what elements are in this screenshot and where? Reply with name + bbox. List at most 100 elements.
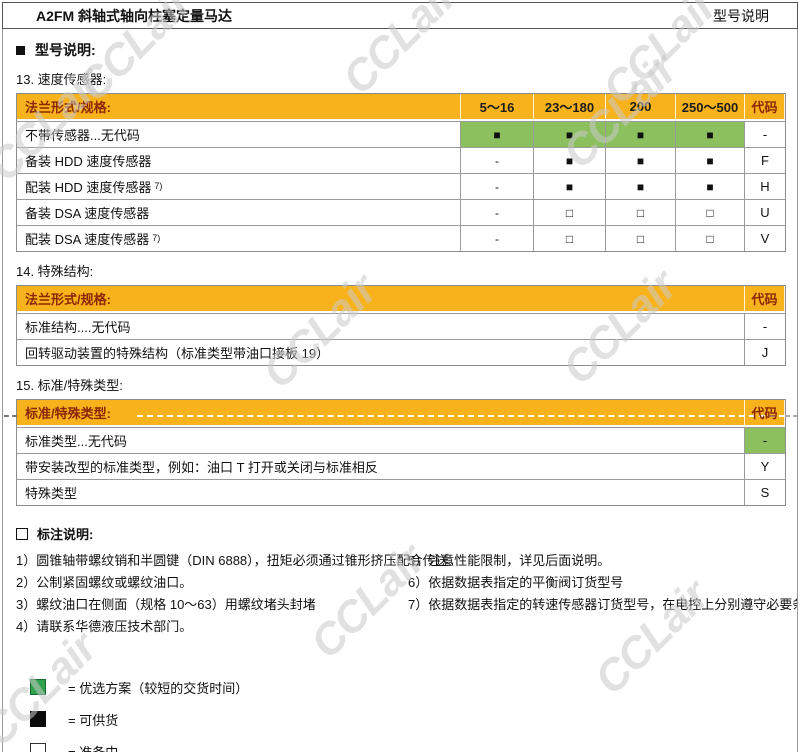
availability-cell: ■ <box>534 122 606 147</box>
footnote-ref: 7) <box>152 232 161 243</box>
row-label: 不带传感器...无代码 <box>25 128 140 143</box>
code-cell: S <box>760 485 770 500</box>
legend-symbol-slot <box>30 679 68 695</box>
header-cell: 代码 <box>745 94 785 119</box>
footnote: 2）公制紧固螺纹或螺纹油口。 <box>16 575 193 590</box>
availability-cell: - <box>461 174 534 199</box>
header-cell: 代码 <box>745 286 785 311</box>
availability-legend: = 优选方案（较短的交货时间） = 可供货 = 准备中 - = 无供货 <box>16 678 784 752</box>
code-cell: F <box>761 153 769 168</box>
table14-caption: 14. 特殊结构: <box>16 264 94 279</box>
special-design-table: 法兰形式/规格: 代码 标准结构....无代码 - 回转驱动装置的特殊结构（标准… <box>16 285 786 366</box>
availability-cell: □ <box>606 226 676 251</box>
row-label: 特殊类型 <box>25 486 78 501</box>
code-cell: H <box>760 179 770 194</box>
availability-cell: □ <box>534 200 606 225</box>
code-cell: U <box>760 205 770 220</box>
row-label: 标准类型...无代码 <box>25 434 127 449</box>
header-cell: 法兰形式/规格: <box>17 94 461 119</box>
table-row: 标准类型...无代码 - <box>17 427 785 453</box>
availability-cell: - <box>461 226 534 251</box>
availability-cell: □ <box>676 226 745 251</box>
code-cell: - <box>745 428 785 453</box>
footnote-ref: 7) <box>154 180 163 191</box>
white-square-icon <box>30 743 46 752</box>
footnote: 3）螺纹油口在侧面（规格 10～63）用螺纹堵头封堵 <box>16 597 316 612</box>
row-label-cell: 备装 HDD 速度传感器 <box>17 148 461 173</box>
green-square-icon <box>30 679 46 695</box>
table-row: 回转驱动装置的特殊结构（标准类型带油口接板 19） J <box>17 339 785 365</box>
availability-cell: ■ <box>606 174 676 199</box>
legend-label: = 优选方案（较短的交货时间） <box>68 680 249 696</box>
header-cell: 标准/特殊类型: <box>17 400 745 425</box>
header-cell: 23～180 <box>534 94 606 119</box>
availability-cell: ■ <box>676 148 745 173</box>
table-header-row: 标准/特殊类型: 代码 <box>4 400 797 425</box>
row-label-cell: 标准类型...无代码 <box>17 428 745 453</box>
code-cell: - <box>762 319 768 334</box>
table-row: 特殊类型 S <box>17 479 785 505</box>
row-label-cell: 带安装改型的标准类型，例如：油口 T 打开或关闭与标准相反 <box>17 454 745 479</box>
black-square-icon <box>30 711 46 727</box>
legend-item: = 准备中 <box>30 742 784 752</box>
code-cell: J <box>761 345 769 360</box>
footnote: 1）圆锥轴带螺纹销和半圆键（DIN 6888），扭矩必须通过锥形挤压配合传送。 <box>16 553 462 568</box>
row-label-cell: 配装 HDD 速度传感器 7) <box>17 174 461 199</box>
header-cell: 法兰形式/规格: <box>17 286 745 311</box>
table-header-row: 法兰形式/规格: 5～16 23～180 200 250～500 代码 <box>17 94 785 119</box>
standard-special-table: 标准/特殊类型: 代码 标准类型...无代码 - 带安装改型的标准类型，例如：油… <box>4 399 797 506</box>
footnotes: 1）圆锥轴带螺纹销和半圆键（DIN 6888），扭矩必须通过锥形挤压配合传送。 … <box>16 550 797 638</box>
table15-caption: 15. 标准/特殊类型: <box>16 378 123 393</box>
availability-cell: ■ <box>606 148 676 173</box>
legend-label: = 可供货 <box>68 712 119 728</box>
availability-cell: ■ <box>461 122 534 147</box>
fold-dash-line-right <box>785 415 797 417</box>
header-cell: 250～500 <box>676 94 745 119</box>
table-row: 配装 DSA 速度传感器 7) - □ □ □ V <box>17 225 785 251</box>
availability-cell: ■ <box>606 122 676 147</box>
doc-title: A2FM 斜轴式轴向柱塞定量马达 <box>36 7 232 24</box>
table-header-gap <box>17 119 785 121</box>
table-row: 不带传感器...无代码 ■ ■ ■ ■ - <box>17 121 785 147</box>
availability-cell: ■ <box>676 122 745 147</box>
table13-caption: 13. 速度传感器: <box>16 72 107 87</box>
footnote: 7）依据数据表指定的转速传感器订货型号，在电控上分别遵守必要条件。 <box>408 597 798 612</box>
table-header-row: 法兰形式/规格: 代码 <box>17 286 785 311</box>
legend-symbol-slot <box>30 711 68 727</box>
availability-cell: ■ <box>676 174 745 199</box>
table-row: 备装 DSA 速度传感器 - □ □ □ U <box>17 199 785 225</box>
availability-cell: - <box>461 148 534 173</box>
availability-cell: □ <box>606 200 676 225</box>
outline-square-icon <box>16 527 28 540</box>
legend-symbol-slot <box>30 743 68 752</box>
row-label: 回转驱动装置的特殊结构（标准类型带油口接板 19） <box>25 346 330 361</box>
footnote: 4）请联系华德液压技术部门。 <box>16 619 193 634</box>
table-header-gap <box>17 425 785 427</box>
row-label-cell: 标准结构....无代码 <box>17 314 745 339</box>
footnotes-heading-text: 标注说明: <box>37 527 94 542</box>
doc-type-label: 型号说明 <box>713 7 769 24</box>
availability-cell: □ <box>676 200 745 225</box>
model-description-heading-text: 型号说明: <box>35 42 96 58</box>
header-cell: 代码 <box>745 400 785 425</box>
row-label: 备装 HDD 速度传感器 <box>25 154 152 169</box>
availability-cell: - <box>461 200 534 225</box>
row-label-cell: 配装 DSA 速度传感器 7) <box>17 226 461 251</box>
row-label: 标准结构....无代码 <box>25 320 131 335</box>
availability-cell: ■ <box>534 174 606 199</box>
row-label-cell: 不带传感器...无代码 <box>17 122 461 147</box>
footnote: 6）依据数据表指定的平衡阀订货型号 <box>408 575 624 590</box>
footnotes-right-column: 5）注意性能限制，详见后面说明。 6）依据数据表指定的平衡阀订货型号 7）依据数… <box>408 550 798 638</box>
row-label: 配装 DSA 速度传感器 <box>25 232 150 247</box>
availability-cell: ■ <box>534 148 606 173</box>
row-label-cell: 备装 DSA 速度传感器 <box>17 200 461 225</box>
model-description-heading: 型号说明: <box>16 29 784 60</box>
footnotes-heading: 标注说明: <box>16 524 784 543</box>
row-label-cell: 回转驱动装置的特殊结构（标准类型带油口接板 19） <box>17 340 745 365</box>
black-square-bullet-icon <box>16 45 25 55</box>
code-cell: Y <box>760 459 770 474</box>
footnote: 5）注意性能限制，详见后面说明。 <box>408 553 611 568</box>
legend-label: = 准备中 <box>68 744 119 753</box>
header-cell: 200 <box>606 94 676 119</box>
